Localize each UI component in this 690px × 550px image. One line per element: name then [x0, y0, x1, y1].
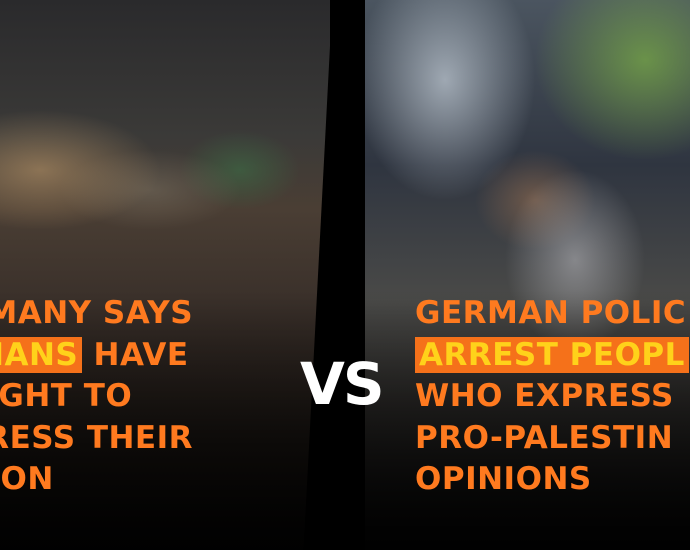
dark-gradient	[365, 290, 690, 550]
dark-gradient	[0, 290, 330, 550]
caption-line: RMANY SAYS	[0, 295, 194, 331]
caption-line: PRESS THEIR	[0, 419, 193, 456]
caption-line: ARREST PEOPL	[415, 335, 689, 377]
caption-line: OPINIONS	[415, 461, 592, 497]
caption-line: GERMAN POLIC	[415, 295, 687, 331]
caption-line: NION	[0, 461, 54, 497]
police-arrest-photo-panel: GERMAN POLIC ARREST PEOPL WHO EXPRESS PR…	[365, 0, 690, 550]
caption-line: RIGHT TO	[0, 378, 133, 414]
caption-text: HAVE	[82, 336, 189, 373]
caption-line: PRO-PALESTIN	[415, 419, 674, 456]
right-caption: GERMAN POLIC ARREST PEOPL WHO EXPRESS PR…	[415, 293, 689, 501]
highlight: ARREST PEOPL	[415, 336, 689, 373]
caption-line: NIANS HAVE	[0, 335, 225, 377]
crowd-photo-panel: RMANY SAYS NIANS HAVE RIGHT TO PRESS THE…	[0, 0, 330, 550]
vs-label: VS	[300, 350, 385, 418]
highlight: NIANS	[0, 336, 83, 373]
left-caption: RMANY SAYS NIANS HAVE RIGHT TO PRESS THE…	[0, 293, 225, 501]
caption-line: WHO EXPRESS	[415, 378, 674, 414]
